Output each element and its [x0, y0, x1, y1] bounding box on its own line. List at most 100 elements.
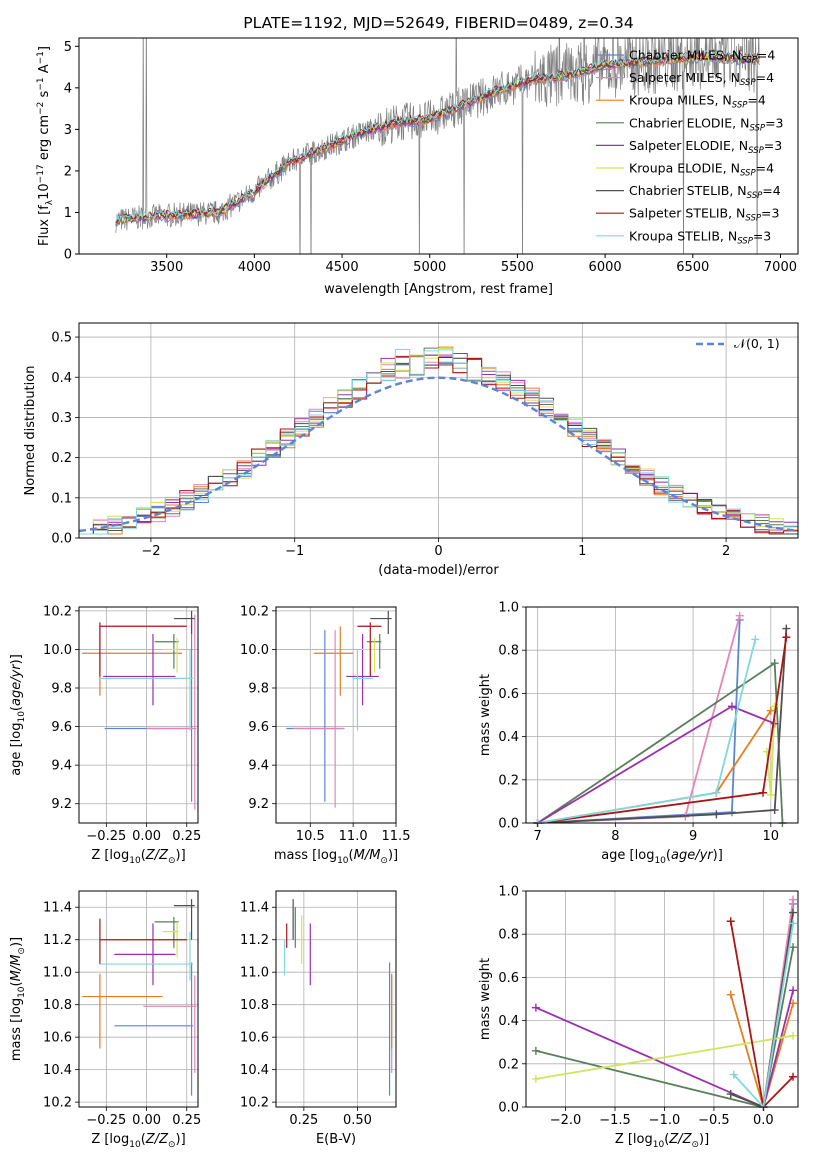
chart-title: PLATE=1192, MJD=52649, FIBERID=0489, z=0…: [243, 14, 633, 32]
weight-line-kroupa_elodie: [535, 1034, 794, 1080]
x-tick-label: −0.25: [86, 829, 126, 844]
y-axis-label: mass weight: [478, 958, 493, 1040]
weight-line-salpeter_stelib: [729, 921, 794, 1109]
y-tick-label: 0.4: [498, 1014, 519, 1029]
x-axis-label: E(B-V): [316, 1132, 356, 1147]
axes-frame: [78, 606, 199, 824]
legend-label-chabrier_elodie: Chabrier ELODIE, NSSP=3: [629, 115, 784, 133]
histogram-kroupa_stelib: [79, 349, 798, 535]
y-tick-label: 11.4: [43, 901, 72, 916]
x-tick-label: 9: [689, 829, 697, 844]
x-tick-label: 0.50: [343, 1113, 372, 1128]
x-tick-label: 0.25: [289, 1113, 318, 1128]
weight-line-chabrier_stelib: [730, 912, 794, 1109]
y-tick-label: 10.2: [240, 604, 269, 619]
axes-frame: [525, 890, 799, 1108]
legend-label-kroupa_elodie: Kroupa ELODIE, NSSP=4: [629, 161, 774, 179]
y-axis-label: mass weight: [478, 674, 493, 756]
y-tick-label: 10.8: [43, 998, 72, 1013]
weight-marker-kroupa_stelib: [751, 635, 760, 644]
weight-marker-salpeter_elodie: [789, 986, 798, 995]
x-tick-label: 1: [578, 544, 586, 559]
weight-marker-salpeter_elodie: [531, 1003, 540, 1012]
x-tick-label: −0.5: [698, 1113, 730, 1128]
y-tick-label: 3: [64, 123, 72, 138]
x-tick-label: 11.0: [339, 829, 368, 844]
y-axis-label: age [log10(age/yr)]: [9, 654, 27, 776]
weight-marker-kroupa_stelib: [729, 1070, 738, 1079]
y-tick-label: 9.4: [248, 759, 269, 774]
weight-marker-kroupa_miles: [766, 706, 775, 715]
y-tick-label: 0.8: [498, 644, 519, 659]
x-tick-label: −2.0: [550, 1113, 582, 1128]
x-axis-label: mass [log10(M/M⊙)]: [274, 848, 398, 866]
x-tick-label: 10.5: [296, 829, 325, 844]
x-tick-label: 7000: [764, 260, 797, 275]
x-tick-label: −2: [141, 544, 160, 559]
weight-marker-salpeter_miles: [789, 895, 798, 904]
x-tick-label: 0.00: [132, 829, 161, 844]
axes-frame: [275, 890, 397, 1108]
x-tick-label: 4000: [238, 260, 271, 275]
y-axis-label: Flux [fλ10−17 erg cm−2 s−1 A−1]: [36, 46, 55, 246]
x-tick-label: −1.5: [599, 1113, 631, 1128]
y-tick-label: 11.0: [240, 966, 269, 981]
weight-marker-chabrier_stelib: [770, 806, 779, 815]
y-tick-label: 9.2: [51, 797, 72, 812]
y-tick-label: 0.8: [498, 928, 519, 943]
weight-marker-chabrier_stelib: [726, 1090, 735, 1099]
x-tick-label: 5000: [413, 260, 446, 275]
y-axis-label: Normed distribution: [23, 366, 38, 496]
y-tick-label: 11.0: [43, 966, 72, 981]
axes-frame: [78, 37, 799, 255]
weight-marker-kroupa_stelib: [712, 788, 721, 797]
legend-label-chabrier_miles: Chabrier MILES, NSSP=4: [629, 48, 775, 66]
y-tick-label: 9.4: [51, 759, 72, 774]
weight-marker-kroupa_elodie: [789, 1031, 798, 1040]
y-tick-label: 10.0: [43, 643, 72, 658]
spectrum-data-line: [115, 38, 760, 254]
y-tick-label: 10.0: [240, 643, 269, 658]
y-tick-label: 10.8: [240, 998, 269, 1013]
legend-label-chabrier_stelib: Chabrier STELIB, NSSP=4: [629, 183, 781, 201]
y-tick-label: 10.2: [43, 1096, 72, 1111]
y-tick-label: 0.6: [498, 971, 519, 986]
y-tick-label: 10.2: [43, 604, 72, 619]
y-axis-label: mass [log10(M/M⊙)]: [9, 937, 27, 1061]
x-tick-label: 0.0: [753, 1113, 774, 1128]
x-tick-label: 4500: [326, 260, 359, 275]
x-tick-label: −1.0: [649, 1113, 681, 1128]
y-tick-label: 11.2: [240, 933, 269, 948]
y-tick-label: 0.0: [51, 532, 72, 547]
weight-marker-kroupa_miles: [726, 990, 735, 999]
y-tick-label: 0.2: [498, 773, 519, 788]
y-tick-label: 9.8: [51, 682, 72, 697]
y-tick-label: 0.3: [51, 411, 72, 426]
x-tick-label: 3500: [150, 260, 183, 275]
y-tick-label: 9.2: [248, 797, 269, 812]
axes-frame: [525, 606, 799, 824]
x-axis-label: Z [log10(Z/Z⊙)]: [91, 848, 185, 866]
x-tick-label: −1: [285, 544, 304, 559]
weight-marker-chabrier_stelib: [712, 810, 721, 819]
weight-marker-salpeter_stelib: [782, 633, 791, 642]
weight-marker-chabrier_elodie: [531, 1046, 540, 1055]
weight-marker-chabrier_elodie: [770, 659, 779, 668]
weight-marker-salpeter_stelib: [789, 1072, 798, 1081]
y-tick-label: 2: [64, 164, 72, 179]
weight-line-chabrier_elodie: [537, 661, 784, 824]
y-tick-label: 11.2: [43, 933, 72, 948]
weight-line-kroupa_miles: [729, 994, 794, 1111]
grid-layer: [79, 323, 798, 1108]
text-layer: 3500 4000 4500 5000 5500 6000 6500 7000 0 1 2 3 4 5 PL…: [9, 14, 797, 1150]
legend-label-kroupa_miles: Kroupa MILES, NSSP=4: [629, 93, 766, 111]
x-tick-label: 0.00: [132, 1113, 161, 1128]
y-tick-label: 0.0: [498, 817, 519, 832]
x-tick-label: 5500: [501, 260, 534, 275]
weight-line-kroupa_stelib: [537, 639, 757, 824]
histogram-kroupa_elodie: [79, 348, 798, 535]
y-tick-label: 0.1: [51, 491, 72, 506]
x-axis-label: wavelength [Angstrom, rest frame]: [324, 282, 553, 297]
x-tick-label: 0: [434, 544, 442, 559]
x-tick-label: 0.25: [172, 829, 201, 844]
